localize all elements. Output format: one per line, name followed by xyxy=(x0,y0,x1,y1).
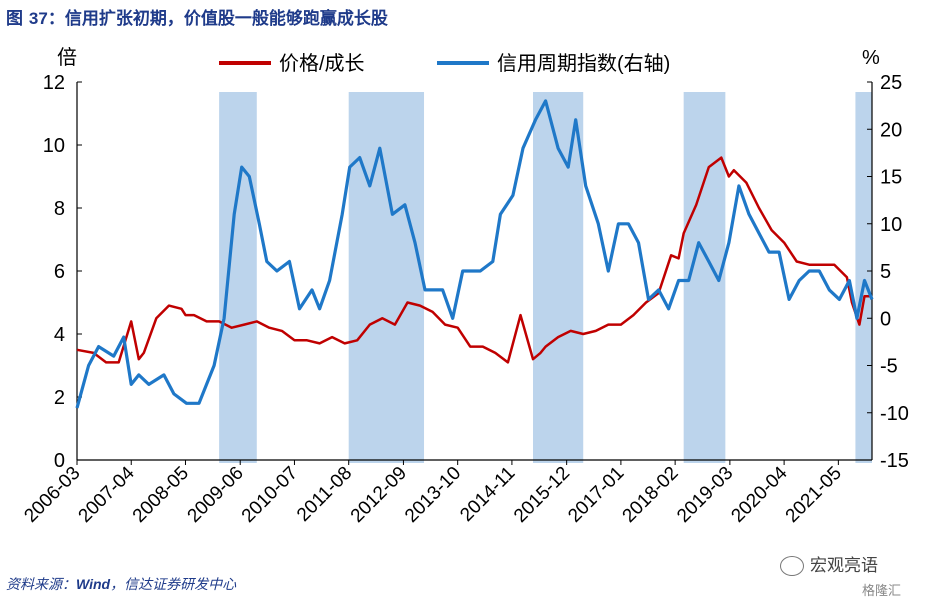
source-rest: ，信达证券研发中心 xyxy=(110,577,237,593)
legend-label: 价格/成长 xyxy=(279,52,365,75)
series-line-value-growth xyxy=(76,156,872,364)
x-tick-label: 2011-08 xyxy=(293,463,356,526)
x-tick-label: 2013-10 xyxy=(401,463,465,527)
left-tick-label: 0 xyxy=(54,450,65,472)
right-tick-label: 10 xyxy=(880,214,902,236)
chart-title: 图 37：信用扩张初期，价值股一般能够跑赢成长股 xyxy=(6,4,388,29)
right-tick-label: 15 xyxy=(880,167,902,189)
right-tick-label: -10 xyxy=(880,403,909,425)
credit-expansion-shading xyxy=(219,92,872,463)
x-tick-label: 2008-05 xyxy=(129,463,193,527)
title-prefix: 图 xyxy=(6,9,23,29)
title-text: ：信用扩张初期，价值股一般能够跑赢成长股 xyxy=(47,9,388,29)
shaded-period-1 xyxy=(219,92,257,463)
right-tick-label: -5 xyxy=(880,356,898,378)
left-tick-label: 8 xyxy=(54,198,65,220)
shaded-period-2 xyxy=(348,92,425,463)
right-tick-label: 25 xyxy=(880,72,902,94)
left-tick-label: 4 xyxy=(54,324,65,346)
tick-labels: 0 2 4 6 8 10 12 -15 -10 -5 0 5 10 15 20 25 倍 % 2006-032007… xyxy=(20,46,909,527)
x-tick-label: 2007-04 xyxy=(75,462,139,526)
x-tick-label: 2018-02 xyxy=(619,463,683,527)
x-tick-label: 2015-12 xyxy=(510,463,574,527)
x-tick-label: 2017-01 xyxy=(564,463,628,527)
shaded-period-5 xyxy=(855,92,872,463)
left-tick-label: 2 xyxy=(54,387,65,409)
x-tick-label: 2019-03 xyxy=(673,463,737,527)
axes xyxy=(76,81,873,465)
dual-axis-line-chart: 0 2 4 6 8 10 12 -15 -10 -5 0 5 10 15 20 25 倍 % 2006-032007… xyxy=(20,46,909,527)
legend-label: 信用周期指数(右轴) xyxy=(497,52,670,75)
right-unit-label: % xyxy=(862,47,880,69)
left-tick-label: 12 xyxy=(43,72,65,94)
right-tick-label: 20 xyxy=(880,119,902,141)
right-tick-label: 5 xyxy=(880,261,891,283)
title-number: 37 xyxy=(28,9,48,28)
wechat-icon xyxy=(780,556,804,576)
left-tick-label: 10 xyxy=(43,135,65,157)
left-tick-label: 6 xyxy=(54,261,65,283)
x-tick-label: 2021-05 xyxy=(782,463,846,527)
watermark: 宏观亮语 xyxy=(780,551,878,576)
x-tick-label: 2010-07 xyxy=(238,463,302,527)
gelonghui-watermark: 格隆汇 xyxy=(862,584,902,599)
source-name: Wind xyxy=(76,576,111,592)
right-tick-label: 0 xyxy=(880,308,891,330)
right-tick-label: -15 xyxy=(880,450,909,472)
x-tick-label: 2014-11 xyxy=(456,463,519,526)
series-line-credit-cycle xyxy=(75,99,874,409)
shaded-period-3 xyxy=(533,92,584,463)
watermark-text: 宏观亮语 xyxy=(810,556,878,576)
source-label: 资料来源： xyxy=(6,577,76,593)
x-tick-label: 2020-04 xyxy=(727,462,791,526)
x-tick-label: 2012-09 xyxy=(347,463,411,527)
source-note: 资料来源：Wind，信达证券研发中心 xyxy=(6,574,236,594)
left-unit-label: 倍 xyxy=(57,46,77,69)
x-tick-label: 2006-03 xyxy=(20,463,84,527)
series-lines xyxy=(75,99,874,409)
legend: 价格/成长 信用周期指数(右轴) xyxy=(219,52,670,75)
x-tick-label: 2009-06 xyxy=(184,463,248,527)
